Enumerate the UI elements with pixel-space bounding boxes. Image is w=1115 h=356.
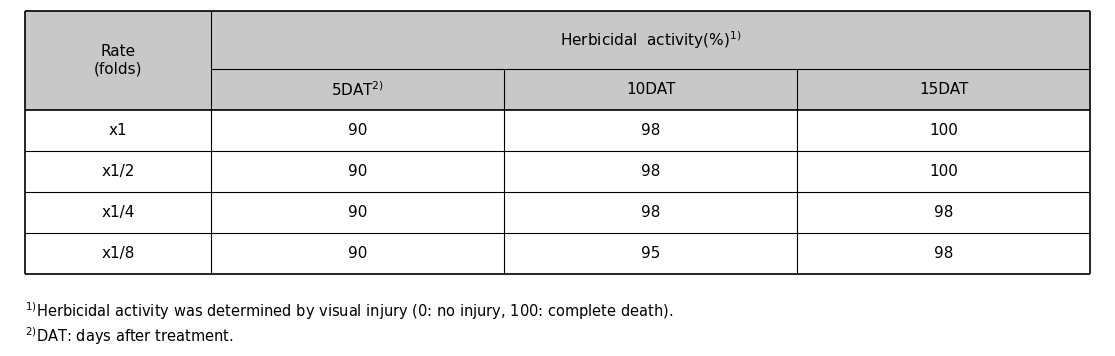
Text: 98: 98: [641, 123, 660, 138]
Text: 90: 90: [348, 205, 367, 220]
Bar: [797, 110, 1090, 151]
Bar: [25, 11, 211, 110]
Bar: [211, 11, 1090, 69]
Text: 100: 100: [930, 123, 958, 138]
Bar: [504, 69, 797, 110]
Text: 10DAT: 10DAT: [627, 82, 676, 98]
Text: x1/8: x1/8: [101, 246, 135, 261]
Text: $^{2)}$DAT: days after treatment.: $^{2)}$DAT: days after treatment.: [25, 326, 233, 347]
Text: 98: 98: [641, 205, 660, 220]
Text: 95: 95: [641, 246, 660, 261]
Bar: [211, 110, 504, 151]
Bar: [504, 151, 797, 192]
Text: 5DAT$^{2)}$: 5DAT$^{2)}$: [331, 80, 385, 99]
Bar: [25, 192, 211, 233]
Bar: [211, 233, 504, 274]
Text: 98: 98: [934, 246, 953, 261]
Bar: [797, 151, 1090, 192]
Text: x1: x1: [108, 123, 127, 138]
Text: Rate
(folds): Rate (folds): [94, 44, 142, 77]
Text: 100: 100: [930, 164, 958, 179]
Text: 98: 98: [641, 164, 660, 179]
Bar: [504, 233, 797, 274]
Bar: [25, 110, 211, 151]
Text: 90: 90: [348, 123, 367, 138]
Bar: [504, 110, 797, 151]
Text: 90: 90: [348, 246, 367, 261]
Text: 15DAT: 15DAT: [919, 82, 969, 98]
Bar: [797, 192, 1090, 233]
Text: 90: 90: [348, 164, 367, 179]
Text: 98: 98: [934, 205, 953, 220]
Text: Herbicidal  activity(%)$^{1)}$: Herbicidal activity(%)$^{1)}$: [560, 29, 741, 51]
Text: x1/2: x1/2: [101, 164, 135, 179]
Bar: [211, 69, 504, 110]
Text: $^{1)}$Herbicidal activity was determined by visual injury (0: no injury, 100: c: $^{1)}$Herbicidal activity was determine…: [25, 301, 672, 322]
Bar: [211, 192, 504, 233]
Bar: [797, 69, 1090, 110]
Text: x1/4: x1/4: [101, 205, 135, 220]
Bar: [211, 151, 504, 192]
Bar: [25, 233, 211, 274]
Bar: [504, 192, 797, 233]
Bar: [25, 151, 211, 192]
Bar: [797, 233, 1090, 274]
